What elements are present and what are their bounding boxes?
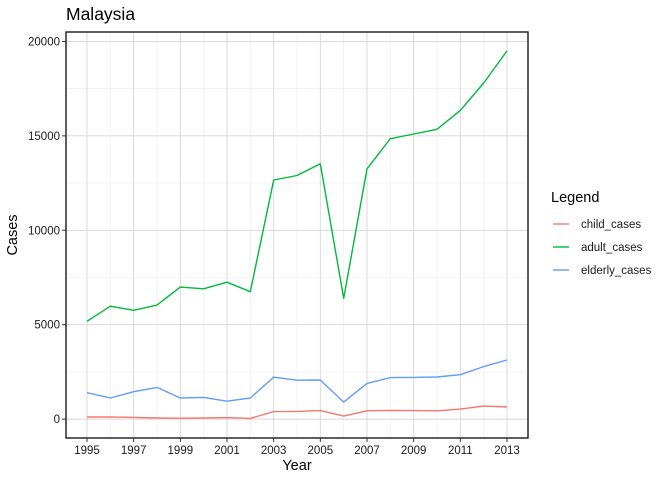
- series-line-elderly_cases: [86, 359, 508, 403]
- plot-panel-border: [65, 31, 529, 439]
- series-line-child_cases: [86, 405, 508, 420]
- x-tick-label: 2001: [214, 445, 240, 457]
- x-tick-label: 2005: [308, 445, 334, 457]
- series-line-adult_cases: [86, 50, 508, 322]
- x-tick-label: 1995: [74, 445, 100, 457]
- y-tick-label: 5000: [34, 320, 60, 332]
- gridlines: [66, 32, 528, 438]
- x-tick-label: 2007: [354, 445, 380, 457]
- x-tick-label: 2011: [448, 445, 473, 457]
- x-tick-label: 1997: [121, 445, 147, 457]
- x-axis-title: Year: [282, 458, 311, 474]
- x-tick-label: 2003: [261, 445, 287, 457]
- y-tick-label: 0: [54, 414, 60, 426]
- legend: Legend child_cases adult_cases elderly_cas…: [551, 190, 652, 277]
- x-axis-ticks: 1995 1997 1999 2001 2003 2005 2007 2009 2011 2013: [74, 438, 520, 457]
- y-tick-label: 10000: [28, 225, 60, 237]
- x-tick-label: 1999: [168, 445, 194, 457]
- legend-label-child_cases: child_cases: [581, 219, 641, 231]
- y-axis-title: Cases: [5, 214, 21, 255]
- y-axis-ticks: 0 5000 10000 15000 20000: [28, 36, 66, 426]
- y-tick-label: 15000: [28, 131, 60, 143]
- y-tick-label: 20000: [28, 36, 60, 48]
- x-tick-label: 2013: [494, 445, 520, 457]
- x-tick-label: 2009: [401, 445, 427, 457]
- series-lines: [86, 50, 508, 420]
- legend-title: Legend: [551, 190, 599, 206]
- chart-title: Malaysia: [66, 4, 135, 24]
- legend-label-adult_cases: adult_cases: [581, 242, 643, 254]
- legend-label-elderly_cases: elderly_cases: [581, 265, 652, 277]
